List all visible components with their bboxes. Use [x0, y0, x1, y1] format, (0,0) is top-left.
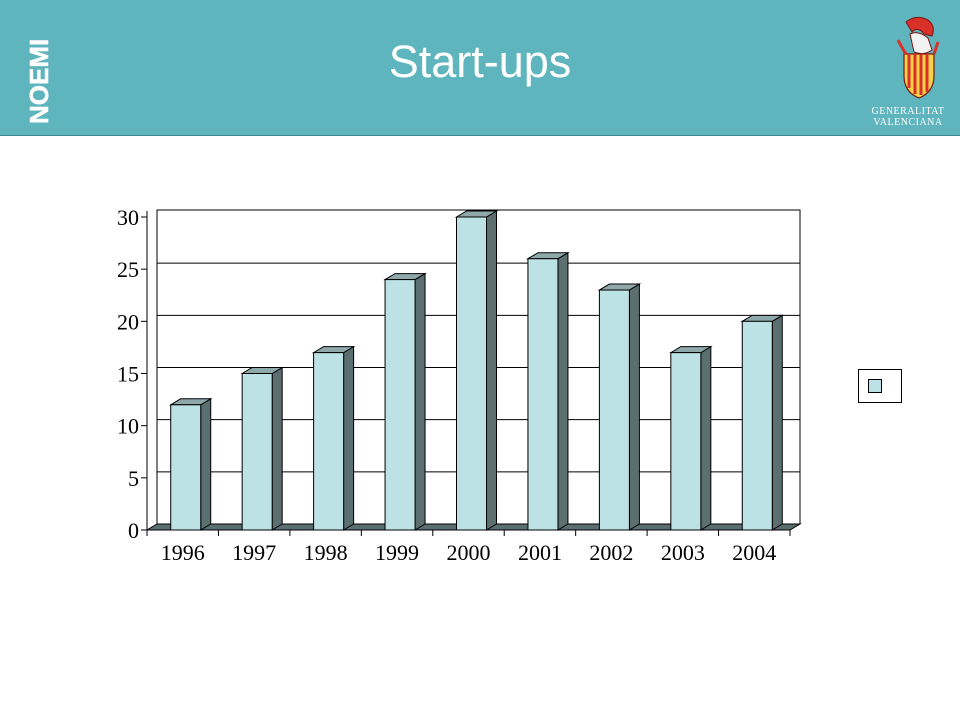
- y-tick-label: 10: [117, 414, 139, 439]
- bar: [170, 404, 202, 531]
- slide-header: NOEMI Start-ups GENERALITAT VALENCIANA: [0, 0, 960, 136]
- y-tick-label: 5: [128, 466, 139, 491]
- x-tick-label: 2001: [518, 540, 562, 565]
- generalitat-valenciana-emblem-icon: [896, 16, 940, 99]
- organization-name: GENERALITAT VALENCIANA: [871, 106, 945, 128]
- bar-side: [628, 283, 640, 531]
- startups-bar-chart: 0 5 10 15 20 25 30 1996 1997 1998 1999 2000 2001 2002…: [117, 205, 802, 565]
- x-tick-label: 2003: [661, 540, 705, 565]
- x-tick-label: 1999: [375, 540, 419, 565]
- bar-side: [771, 314, 783, 531]
- bar: [313, 352, 345, 531]
- bar: [455, 216, 488, 531]
- y-tick-label: 30: [117, 205, 139, 230]
- y-tick-label: 20: [117, 309, 139, 334]
- bar-side: [557, 251, 569, 531]
- bar: [741, 320, 773, 531]
- x-tick-label: 1998: [304, 540, 348, 565]
- y-tick-label: 0: [128, 518, 139, 543]
- bar: [241, 373, 273, 531]
- bar: [670, 352, 702, 531]
- y-tick-label: 25: [117, 257, 139, 282]
- x-tick-label: 2002: [589, 540, 633, 565]
- bar-side: [200, 397, 212, 531]
- bar: [384, 279, 416, 531]
- bar-side: [414, 272, 426, 531]
- brand-logo: NOEMI: [24, 39, 55, 125]
- bar-side: [343, 345, 355, 531]
- bar-side: [271, 366, 283, 531]
- x-tick-label: 1997: [232, 540, 276, 565]
- y-tick-label: 15: [117, 362, 139, 387]
- x-tick-label: 1996: [161, 540, 205, 565]
- page-title: Start-ups: [388, 36, 572, 87]
- legend-swatch: [868, 379, 882, 393]
- chart-legend: [858, 369, 902, 403]
- bar: [527, 258, 559, 531]
- bar-side: [700, 345, 712, 531]
- bar: [598, 289, 630, 531]
- x-tick-label: 2004: [732, 540, 776, 565]
- bar-side: [486, 210, 498, 531]
- x-tick-label: 2000: [447, 540, 491, 565]
- brand-name: NOEMI: [24, 39, 54, 124]
